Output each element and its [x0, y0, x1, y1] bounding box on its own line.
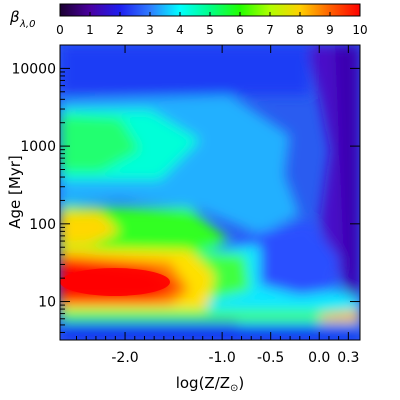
colorbar-tick-label: 10 — [352, 23, 367, 37]
region-violet-edge — [335, 45, 360, 300]
y-axis-label: Age [Myr] — [6, 155, 24, 228]
y-tick-label: 10 — [38, 295, 56, 311]
colorbar-tick-label: 9 — [326, 23, 334, 37]
colorbar-tick-label: 6 — [236, 23, 244, 37]
colorbar-tick-label: 4 — [176, 23, 184, 37]
region-green-strip — [60, 310, 360, 322]
plot-frame — [59, 44, 361, 341]
x-tick-label: -1.0 — [208, 350, 235, 366]
colorbar-tick-label: 5 — [206, 23, 214, 37]
y-tick-label: 1000 — [20, 139, 56, 155]
colorbar-tick-label: 8 — [296, 23, 304, 37]
region-yellow-100 — [60, 212, 120, 245]
x-tick-label: -2.0 — [111, 350, 138, 366]
plot-area — [60, 45, 360, 340]
y-tick-label: 100 — [29, 217, 56, 233]
colorbar-ticks: 0 1 2 3 4 5 6 7 8 9 10 — [56, 12, 368, 37]
x-tick-label: 0.3 — [337, 350, 359, 366]
colorbar-tick-label: 7 — [266, 23, 274, 37]
colorbar-tick-label: 3 — [146, 23, 154, 37]
colorbar-title-subscript: λ,0 — [19, 19, 35, 30]
region-blue-old — [60, 45, 310, 95]
x-tick-label: 0.0 — [308, 350, 330, 366]
x-axis: -2.0 -1.0 -0.5 0.0 0.3 — [76, 45, 359, 366]
y-tick-label: 10000 — [11, 61, 56, 77]
x-tick-label: -0.5 — [257, 350, 284, 366]
region-blue-bottom — [60, 325, 360, 340]
region-green-mid — [60, 115, 140, 172]
colorbar-tick-label: 1 — [86, 23, 94, 37]
red-core — [60, 268, 170, 296]
region-yellow-right — [320, 310, 360, 322]
colorbar-tick-label: 0 — [56, 23, 64, 37]
x-axis-label: log(Z/Z⊙) — [176, 374, 245, 394]
colorbar: β λ,0 0 1 2 3 4 5 6 7 8 9 10 — [9, 3, 368, 37]
y-axis: 10 100 1000 10000 — [11, 44, 360, 333]
colorbar-title: β — [9, 8, 20, 26]
colorbar-tick-label: 2 — [116, 23, 124, 37]
